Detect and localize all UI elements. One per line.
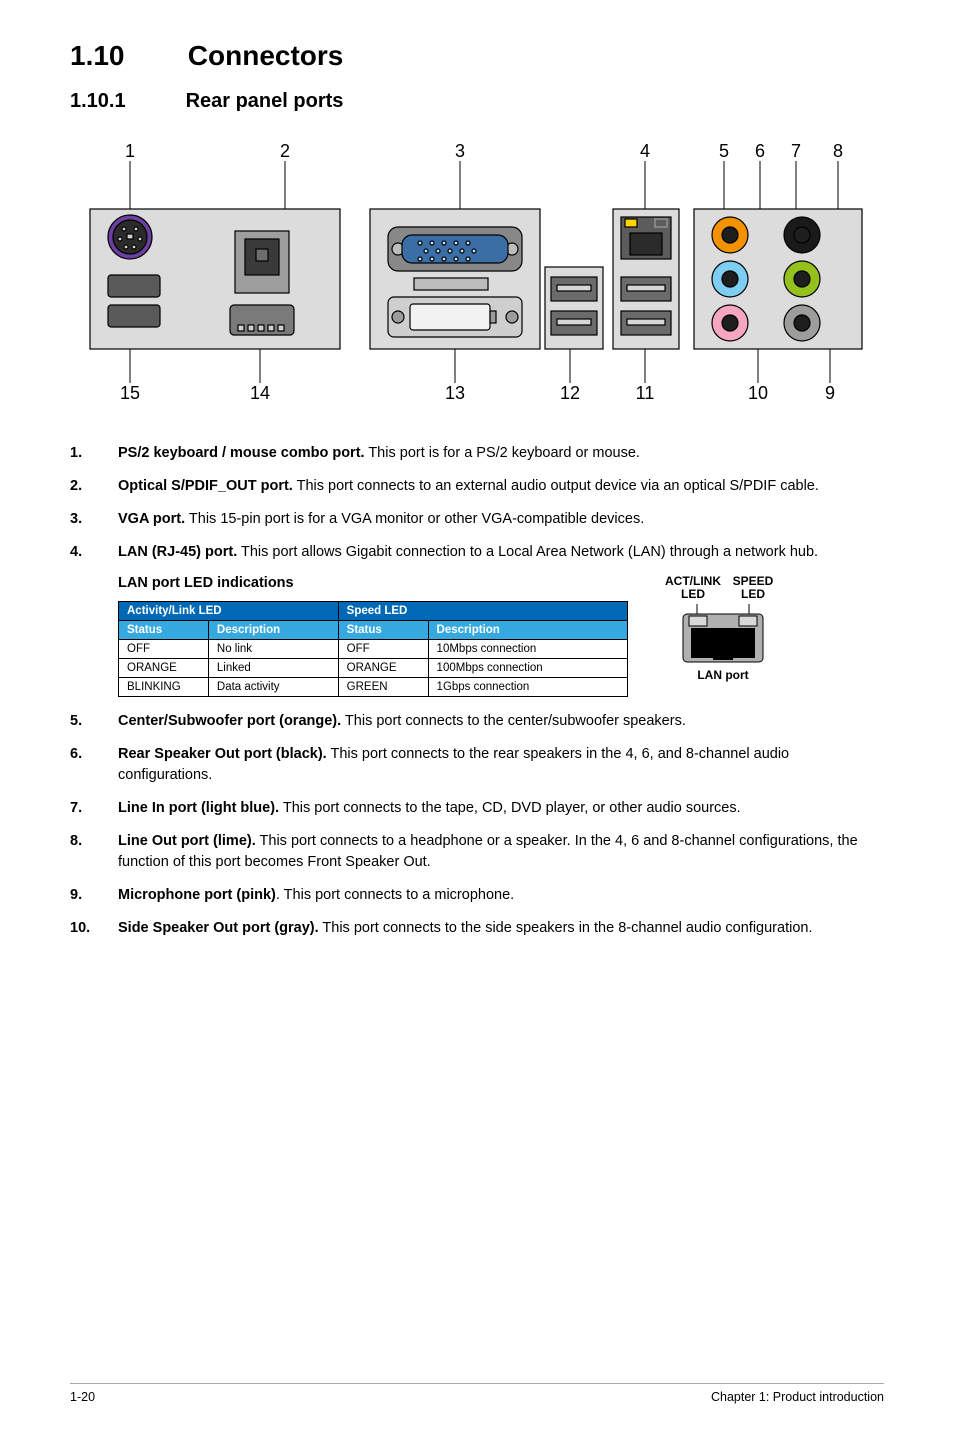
table-sub-header: Description: [208, 621, 338, 640]
item-text: Line Out port (lime). This port connects…: [118, 831, 884, 873]
subsection-heading: 1.10.1 Rear panel ports: [70, 90, 884, 113]
port-description-list-2: 5.Center/Subwoofer port (orange). This p…: [70, 711, 884, 939]
port-description-item: 4.LAN (RJ-45) port. This port allows Gig…: [70, 542, 884, 563]
port-description-item: 5.Center/Subwoofer port (orange). This p…: [70, 711, 884, 732]
diagram-top-label: 8: [833, 141, 843, 161]
port-description-item: 2.Optical S/PDIF_OUT port. This port con…: [70, 476, 884, 497]
item-bold: Rear Speaker Out port (black).: [118, 746, 327, 762]
item-index: 1.: [70, 443, 118, 464]
diagram-bottom-label: 15: [120, 383, 140, 403]
port-description-item: 9.Microphone port (pink). This port conn…: [70, 885, 884, 906]
table-cell: 1Gbps connection: [428, 678, 627, 697]
port-description-item: 10.Side Speaker Out port (gray). This po…: [70, 918, 884, 939]
table-cell: ORANGE: [338, 659, 428, 678]
item-bold: PS/2 keyboard / mouse combo port.: [118, 445, 365, 461]
section-heading: 1.10 Connectors: [70, 40, 884, 72]
item-bold: LAN (RJ-45) port.: [118, 544, 237, 560]
table-cell: 10Mbps connection: [428, 640, 627, 659]
actlink-led-label: ACT/LINK LED: [665, 574, 721, 601]
item-bold: Optical S/PDIF_OUT port.: [118, 478, 293, 494]
table-cell: ORANGE: [119, 659, 209, 678]
item-text: Optical S/PDIF_OUT port. This port conne…: [118, 476, 884, 497]
item-bold: Line Out port (lime).: [118, 833, 256, 849]
section-title-text: Connectors: [188, 40, 344, 71]
led-table-block: LAN port LED indications Activity/Link L…: [118, 575, 628, 697]
item-bold: Center/Subwoofer port (orange).: [118, 713, 341, 729]
item-index: 5.: [70, 711, 118, 732]
port-description-item: 6.Rear Speaker Out port (black). This po…: [70, 744, 884, 786]
table-sub-header: Description: [428, 621, 627, 640]
item-index: 6.: [70, 744, 118, 786]
subsection-title-text: Rear panel ports: [186, 90, 344, 112]
diagram-top-label: 2: [280, 141, 290, 161]
table-cell: No link: [208, 640, 338, 659]
table-cell: BLINKING: [119, 678, 209, 697]
item-text: PS/2 keyboard / mouse combo port. This p…: [118, 443, 884, 464]
table-row: OFFNo linkOFF10Mbps connection: [119, 640, 628, 659]
page-root: 1.10 Connectors 1.10.1 Rear panel ports …: [0, 0, 954, 1432]
item-bold: Microphone port (pink): [118, 887, 276, 903]
led-table: Activity/Link LEDSpeed LED StatusDescrip…: [118, 601, 628, 697]
item-text: Line In port (light blue). This port con…: [118, 798, 884, 819]
table-cell: GREEN: [338, 678, 428, 697]
item-text: LAN (RJ-45) port. This port allows Gigab…: [118, 542, 884, 563]
port-description-item: 1.PS/2 keyboard / mouse combo port. This…: [70, 443, 884, 464]
item-text: Center/Subwoofer port (orange). This por…: [118, 711, 884, 732]
speed-led-label: SPEED LED: [733, 574, 774, 601]
table-cell: Linked: [208, 659, 338, 678]
item-bold: Line In port (light blue).: [118, 800, 279, 816]
footer-chapter-title: Chapter 1: Product introduction: [711, 1390, 884, 1404]
diagram-bottom-label: 14: [250, 383, 270, 403]
item-index: 8.: [70, 831, 118, 873]
diagram-bottom-label: 11: [636, 383, 655, 403]
rear-panel-svg: 12345678 1514131211109: [70, 139, 884, 409]
table-row: BLINKINGData activityGREEN1Gbps connecti…: [119, 678, 628, 697]
table-cell: Data activity: [208, 678, 338, 697]
port-description-item: 3.VGA port. This 15-pin port is for a VG…: [70, 509, 884, 530]
diagram-top-label: 7: [791, 141, 801, 161]
lan-port-widget: ACT/LINK LED SPEED LED LAN port: [658, 575, 788, 682]
item-index: 10.: [70, 918, 118, 939]
port-description-item: 8.Line Out port (lime). This port connec…: [70, 831, 884, 873]
led-indication-row: LAN port LED indications Activity/Link L…: [118, 575, 884, 697]
led-heading: LAN port LED indications: [118, 575, 628, 591]
item-text: Microphone port (pink). This port connec…: [118, 885, 884, 906]
item-bold: Side Speaker Out port (gray).: [118, 920, 319, 936]
table-sub-header: Status: [119, 621, 209, 640]
item-text: Side Speaker Out port (gray). This port …: [118, 918, 884, 939]
rear-panel-diagram: 12345678 1514131211109: [70, 139, 884, 409]
item-index: 4.: [70, 542, 118, 563]
table-group-header: Speed LED: [338, 602, 627, 621]
item-text: Rear Speaker Out port (black). This port…: [118, 744, 884, 786]
item-index: 2.: [70, 476, 118, 497]
table-row: ORANGELinkedORANGE100Mbps connection: [119, 659, 628, 678]
diagram-bottom-label: 13: [445, 383, 465, 403]
page-footer: 1-20 Chapter 1: Product introduction: [70, 1383, 884, 1404]
diagram-top-label: 6: [755, 141, 765, 161]
table-group-header: Activity/Link LED: [119, 602, 339, 621]
diagram-top-label: 5: [719, 141, 729, 161]
section-number: 1.10: [70, 40, 180, 72]
diagram-top-label: 3: [455, 141, 465, 161]
subsection-number: 1.10.1: [70, 90, 180, 113]
table-cell: 100Mbps connection: [428, 659, 627, 678]
lan-port-caption: LAN port: [658, 668, 788, 682]
port-description-list-1: 1.PS/2 keyboard / mouse combo port. This…: [70, 443, 884, 563]
item-index: 9.: [70, 885, 118, 906]
diagram-top-label: 4: [640, 141, 650, 161]
diagram-bottom-label: 10: [748, 383, 768, 403]
port-description-item: 7.Line In port (light blue). This port c…: [70, 798, 884, 819]
footer-page-number: 1-20: [70, 1390, 95, 1404]
item-text: VGA port. This 15-pin port is for a VGA …: [118, 509, 884, 530]
diagram-bottom-label: 12: [560, 383, 580, 403]
diagram-bottom-label: 9: [825, 383, 835, 403]
table-cell: OFF: [338, 640, 428, 659]
table-cell: OFF: [119, 640, 209, 659]
diagram-top-label: 1: [125, 141, 135, 161]
item-index: 3.: [70, 509, 118, 530]
item-bold: VGA port.: [118, 511, 185, 527]
table-sub-header: Status: [338, 621, 428, 640]
item-index: 7.: [70, 798, 118, 819]
lan-port-icon: [675, 602, 771, 666]
